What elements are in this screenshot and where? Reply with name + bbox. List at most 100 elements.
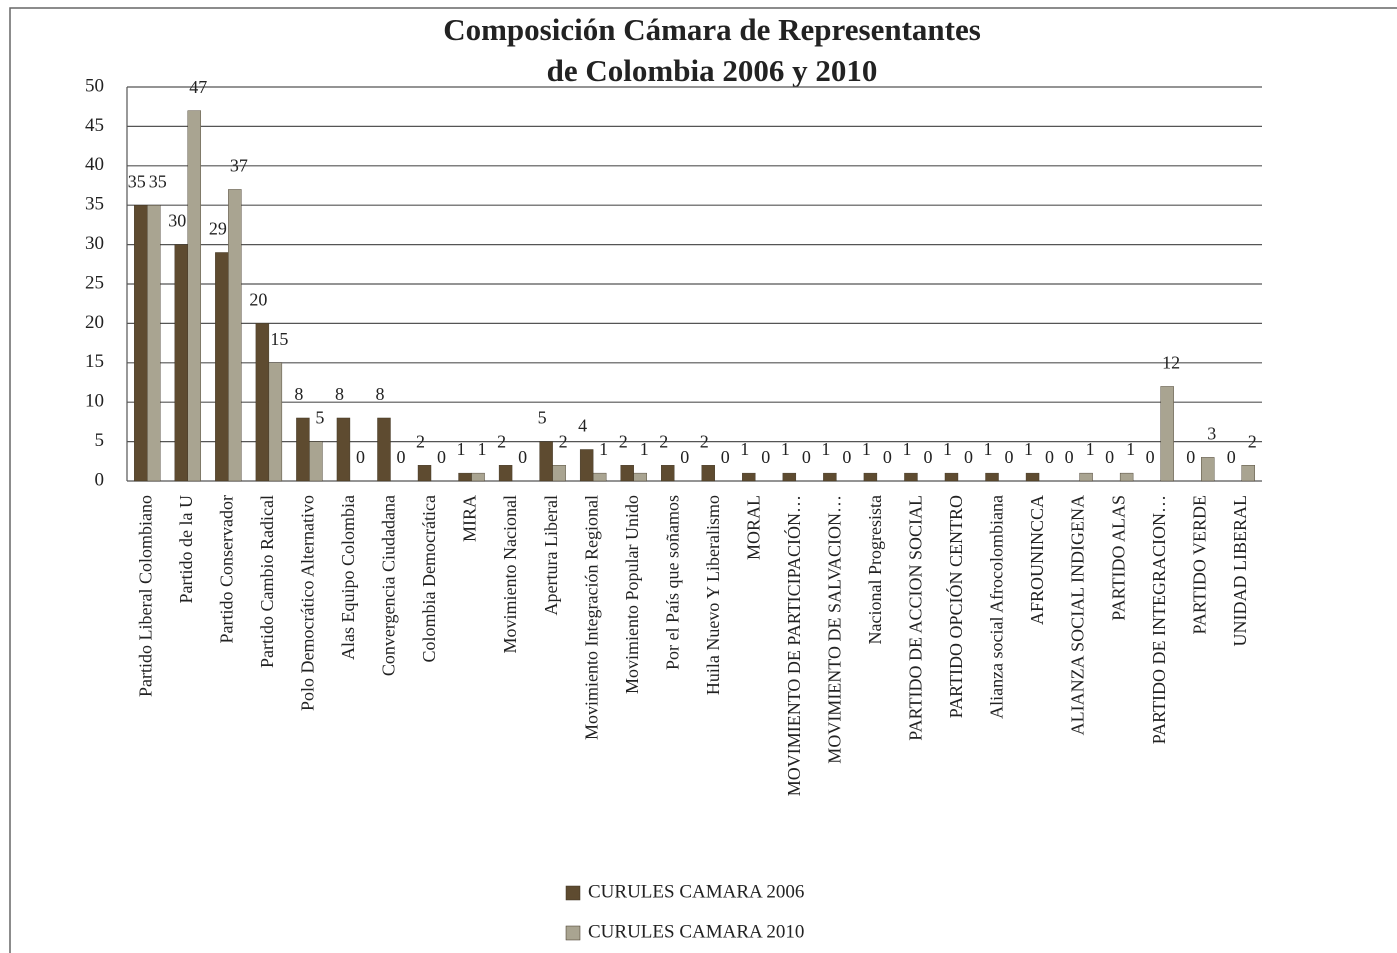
chart-title: de Colombia 2006 y 2010 <box>547 53 878 88</box>
value-label: 0 <box>923 447 932 467</box>
value-label: 47 <box>189 77 207 97</box>
y-tick-label: 5 <box>95 430 105 451</box>
x-tick-label: Partido Liberal Colombiano <box>135 495 155 697</box>
value-label: 1 <box>640 439 649 459</box>
frame <box>9 7 1397 953</box>
x-tick-label: Partido Conservador <box>216 495 236 643</box>
value-label: 29 <box>209 219 227 239</box>
value-label: 0 <box>356 447 365 467</box>
x-tick-label: PARTIDO DE ACCION SOCIAL <box>906 495 926 741</box>
y-tick-label: 35 <box>85 194 104 215</box>
y-tick-label: 45 <box>85 115 104 136</box>
value-label: 12 <box>1162 353 1180 373</box>
x-tick-label: Partido de la U <box>176 495 196 603</box>
value-label: 0 <box>721 447 730 467</box>
value-label: 2 <box>1248 431 1257 451</box>
value-label: 4 <box>578 416 587 436</box>
x-tick-label: Nacional Progresista <box>865 495 885 644</box>
chart-title: Composición Cámara de Representantes <box>443 12 981 47</box>
legend-label: CURULES CAMARA 2010 <box>588 921 804 942</box>
value-label: 5 <box>315 408 324 428</box>
bar <box>661 465 675 482</box>
x-tick-label: Colombia Democrática <box>419 495 439 662</box>
bar <box>147 204 161 482</box>
value-label: 0 <box>1227 447 1236 467</box>
bar <box>1200 457 1215 482</box>
y-tick-label: 15 <box>85 351 104 372</box>
bar <box>134 204 148 482</box>
bar <box>1025 472 1040 482</box>
x-tick-label: PARTIDO OPCIÓN CENTRO <box>945 495 966 718</box>
y-tick-label: 10 <box>85 391 104 412</box>
bar <box>458 472 472 482</box>
value-label: 1 <box>1086 439 1095 459</box>
value-label: 1 <box>457 439 466 459</box>
value-label: 0 <box>1105 447 1114 467</box>
bar <box>268 362 283 482</box>
value-label: 30 <box>168 211 186 231</box>
value-label: 1 <box>1024 439 1033 459</box>
bar <box>863 472 878 482</box>
y-tick-label: 40 <box>85 154 104 175</box>
y-tick-label: 20 <box>85 312 104 333</box>
bar <box>377 417 391 482</box>
value-label: 15 <box>270 329 288 349</box>
x-tick-label: Apertura Liberal <box>541 495 561 615</box>
bar <box>782 472 797 482</box>
bar <box>174 244 189 482</box>
value-label: 8 <box>294 384 303 404</box>
value-label: 0 <box>518 447 527 467</box>
bar <box>1079 472 1093 482</box>
x-tick-label: MIRA <box>460 495 480 542</box>
x-tick-label: Movimiento Popular Unido <box>622 495 642 694</box>
legend-label: CURULES CAMARA 2006 <box>588 881 804 902</box>
x-tick-label: ALIANZA SOCIAL INDIGENA <box>1068 495 1088 735</box>
value-label: 2 <box>559 431 568 451</box>
x-tick-label: MORAL <box>743 495 763 560</box>
bar <box>1241 465 1255 482</box>
value-label: 3 <box>1207 423 1216 443</box>
bar <box>296 417 310 482</box>
bar <box>228 189 242 482</box>
x-tick-label: PARTIDO VERDE <box>1189 495 1209 634</box>
x-tick-label: Por el País que soñamos <box>662 495 682 670</box>
value-label: 1 <box>1126 439 1135 459</box>
x-tick-label: PARTIDO ALAS <box>1108 495 1128 621</box>
legend-swatch <box>565 925 581 941</box>
bar <box>944 472 959 482</box>
value-label: 2 <box>619 431 628 451</box>
value-label: 35 <box>128 171 146 191</box>
value-label: 35 <box>149 171 167 191</box>
value-label: 2 <box>700 431 709 451</box>
y-tick-label: 0 <box>95 469 105 490</box>
x-tick-label: UNIDAD LIBERAL <box>1230 495 1250 646</box>
value-label: 0 <box>842 447 851 467</box>
x-tick-label: Movimiento Integración Regional <box>581 495 601 740</box>
value-label: 0 <box>680 447 689 467</box>
value-label: 1 <box>599 439 608 459</box>
bar <box>552 465 566 482</box>
bar <box>579 449 594 482</box>
value-label: 1 <box>478 439 487 459</box>
x-tick-label: AFROUNINCCA <box>1027 495 1047 625</box>
legend-swatch <box>565 885 581 901</box>
value-label: 1 <box>984 439 993 459</box>
bar <box>1160 386 1174 482</box>
x-tick-label: PARTIDO DE INTEGRACION… <box>1149 495 1169 744</box>
bar <box>417 465 432 482</box>
value-label: 20 <box>249 290 267 310</box>
value-label: 1 <box>943 439 952 459</box>
value-label: 0 <box>802 447 811 467</box>
bar <box>539 441 553 482</box>
bar <box>620 465 634 482</box>
value-label: 0 <box>1065 447 1074 467</box>
value-label: 0 <box>1045 447 1054 467</box>
value-label: 37 <box>230 156 248 176</box>
bar <box>633 472 647 482</box>
value-label: 8 <box>335 384 344 404</box>
bar <box>904 472 918 482</box>
x-tick-label: MOVIMIENTO DE SALVACION… <box>825 495 845 764</box>
bar <box>823 472 837 482</box>
value-label: 1 <box>740 439 749 459</box>
